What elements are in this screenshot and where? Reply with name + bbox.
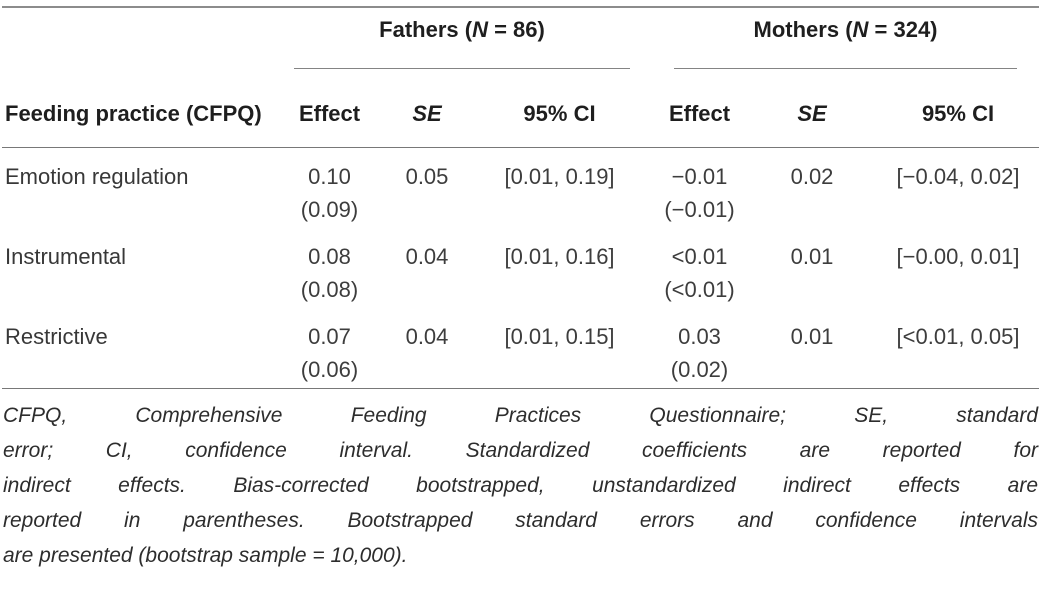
mothers-effect-cell: <0.01 (<0.01) xyxy=(652,228,747,308)
fathers-effect-cell: 0.08 (0.08) xyxy=(272,228,387,308)
mothers-ci-column-header: 95% CI xyxy=(877,69,1040,148)
fathers-effect-cell: 0.10 (0.09) xyxy=(272,148,387,229)
fathers-group-label: Fathers (N = 86) xyxy=(294,17,631,69)
fathers-ci-column-header: 95% CI xyxy=(467,69,653,148)
effect-value: <0.01 xyxy=(671,244,728,269)
effect-paren-value: (0.08) xyxy=(300,277,359,302)
fathers-effect-column-header: Effect xyxy=(272,69,387,148)
effect-value: 0.03 xyxy=(678,324,721,349)
mothers-n-symbol: N xyxy=(852,17,869,42)
fathers-ci-cell: [0.01, 0.15] xyxy=(467,308,653,389)
effect-value: −0.01 xyxy=(671,164,728,189)
fathers-se-cell: 0.04 xyxy=(387,308,467,389)
footnote-line: are presented (bootstrap sample = 10,000… xyxy=(3,544,408,567)
mothers-ci-cell: [−0.00, 0.01] xyxy=(896,244,1020,269)
table-row-instrumental: Instrumental 0.08 (0.08) 0.04 [0.01, 0.16… xyxy=(2,228,1039,308)
fathers-ci-cell: [0.01, 0.16] xyxy=(504,244,615,269)
effect-paren-value: (0.09) xyxy=(300,197,359,222)
fathers-group-header: Fathers (N = 86) xyxy=(272,7,652,69)
mothers-effect-column-header: Effect xyxy=(652,69,748,148)
mothers-group-label: Mothers (N = 324) xyxy=(674,17,1018,69)
footnote-line: reported in parentheses. Bootstrapped st… xyxy=(3,509,1038,532)
effect-value: 0.08 xyxy=(308,244,351,269)
fathers-effect-cell: 0.07 (0.06) xyxy=(272,308,387,389)
mothers-group-header: Mothers (N = 324) xyxy=(652,7,1039,69)
fathers-label-suffix: = 86) xyxy=(487,17,545,42)
row-label: Instrumental xyxy=(5,244,127,269)
mothers-effect-cell: −0.01 (−0.01) xyxy=(652,148,747,229)
row-label: Emotion regulation xyxy=(5,164,189,189)
effect-value: 0.10 xyxy=(308,164,351,189)
fathers-label-prefix: Fathers ( xyxy=(379,17,473,42)
mothers-se-cell: 0.01 xyxy=(790,244,834,269)
mothers-label-prefix: Mothers ( xyxy=(753,17,853,42)
table-footnote: CFPQ, Comprehensive Feeding Practices Qu… xyxy=(2,389,1039,573)
footnote-line: indirect effects. Bias-corrected bootstr… xyxy=(3,474,1038,497)
mothers-label-suffix: = 324) xyxy=(868,17,938,42)
effect-paren-value: (0.02) xyxy=(670,357,729,382)
mothers-ci-cell: [<0.01, 0.05] xyxy=(877,308,1040,389)
mothers-ci-cell: [−0.04, 0.02] xyxy=(896,164,1020,189)
row-label: Restrictive xyxy=(2,308,272,389)
mothers-effect-cell: 0.03 (0.02) xyxy=(652,308,748,389)
indirect-effects-table: Fathers (N = 86) Mothers (N = 324) Feedi… xyxy=(2,6,1040,389)
table-row-emotion-regulation: Emotion regulation 0.10 (0.09) 0.05 [0.01… xyxy=(2,148,1039,229)
fathers-se-cell: 0.05 xyxy=(405,164,449,189)
effect-paren-value: (−0.01) xyxy=(664,197,735,222)
fathers-ci-cell: [0.01, 0.19] xyxy=(504,164,615,189)
effect-paren-value: (0.06) xyxy=(300,357,359,382)
mothers-se-cell: 0.02 xyxy=(790,164,834,189)
fathers-se-column-header: SE xyxy=(387,69,467,148)
effect-value: 0.07 xyxy=(308,324,351,349)
effect-paren-value: (<0.01) xyxy=(664,277,735,302)
footnote-line: error; CI, confidence interval. Standard… xyxy=(3,439,1038,462)
column-header-row: Feeding practice (CFPQ) Effect SE 95% CI… xyxy=(2,69,1040,148)
group-header-spacer xyxy=(2,7,272,69)
fathers-se-cell: 0.04 xyxy=(405,244,449,269)
mothers-se-column-header: SE xyxy=(747,69,878,148)
feeding-practice-column-header: Feeding practice (CFPQ) xyxy=(2,69,272,148)
fathers-n-symbol: N xyxy=(472,17,488,42)
table-row-restrictive: Restrictive 0.07 (0.06) 0.04 [0.01, 0.15]… xyxy=(2,308,1040,389)
group-header-row: Fathers (N = 86) Mothers (N = 324) xyxy=(2,7,1039,69)
footnote-line: CFPQ, Comprehensive Feeding Practices Qu… xyxy=(3,404,1038,427)
mothers-se-cell: 0.01 xyxy=(747,308,878,389)
